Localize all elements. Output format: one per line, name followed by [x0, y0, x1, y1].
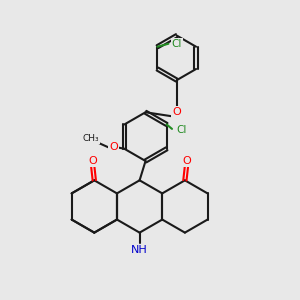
Text: O: O — [88, 156, 97, 166]
Text: O: O — [172, 107, 181, 117]
Text: O: O — [182, 156, 191, 166]
Text: Cl: Cl — [172, 39, 182, 49]
Text: CH₃: CH₃ — [82, 134, 99, 143]
Text: NH: NH — [131, 245, 148, 256]
Text: Cl: Cl — [176, 125, 187, 135]
Text: O: O — [109, 142, 118, 152]
